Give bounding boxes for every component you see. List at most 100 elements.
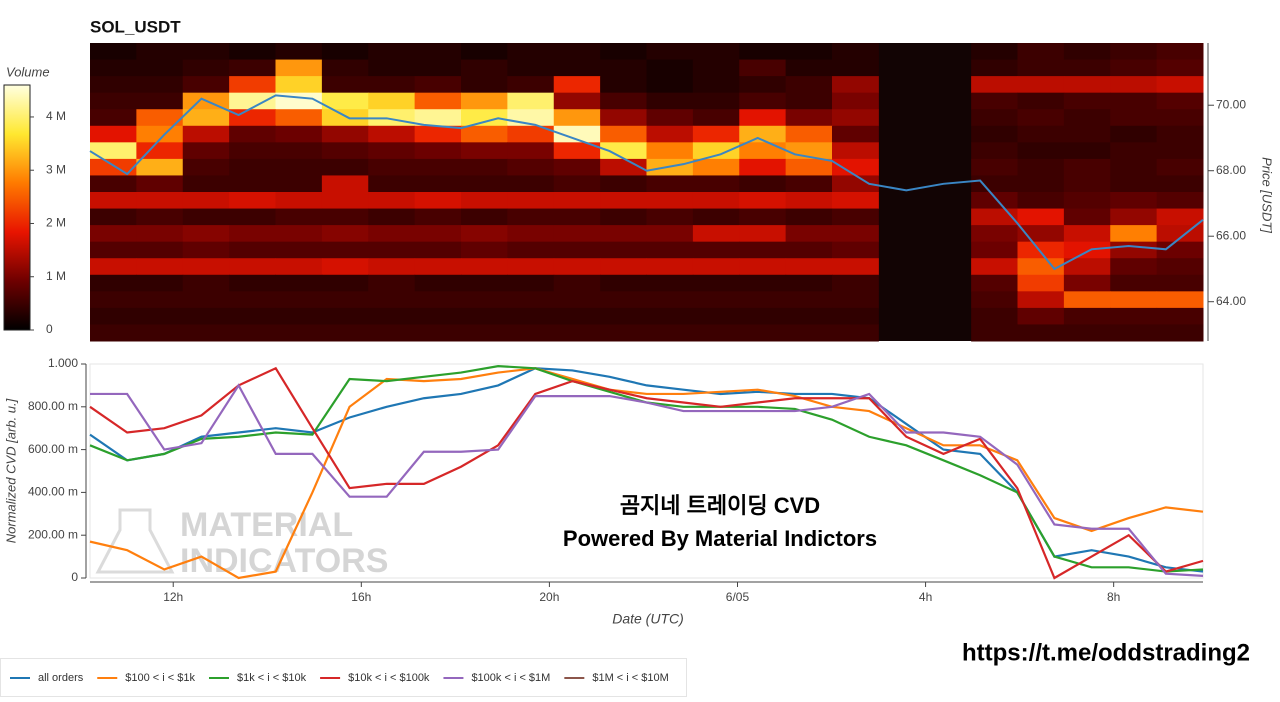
heatmap-cell (321, 225, 369, 243)
x-tick-label: 16h (351, 590, 371, 604)
colorbar-tick-label: 1 M (46, 269, 66, 283)
heatmap-cell (646, 76, 694, 94)
heatmap-cell (1017, 274, 1065, 292)
heatmap-cell (414, 158, 462, 176)
heatmap-cell (692, 324, 740, 342)
heatmap-cell (321, 59, 369, 77)
chart-title: SOL_USDT (90, 17, 181, 36)
heatmap-cell (971, 291, 1018, 309)
heatmap-cell (414, 43, 462, 61)
heatmap-cell (1110, 158, 1158, 176)
heatmap-cell (90, 59, 137, 77)
heatmap-cell (182, 291, 230, 309)
heatmap-cell (1063, 158, 1111, 176)
heatmap-cell (90, 158, 137, 176)
heatmap-cell (1063, 225, 1111, 243)
heatmap-cell (646, 307, 694, 325)
heatmap-cell (321, 175, 369, 193)
heatmap-cell (229, 59, 276, 77)
colorbar-tick-label: 3 M (46, 162, 66, 176)
heatmap-cell (646, 324, 694, 342)
heatmap-cell (90, 291, 137, 309)
heatmap-cell (414, 324, 462, 342)
heatmap-cell (275, 324, 323, 342)
heatmap-cell (136, 59, 184, 77)
heatmap-cell (646, 109, 694, 127)
heatmap-cell (971, 125, 1018, 143)
heatmap-cell (971, 241, 1018, 259)
heatmap-cell (785, 192, 833, 210)
heatmap-cell (368, 175, 416, 193)
heatmap-cell (971, 76, 1018, 94)
heatmap-cell (553, 109, 601, 127)
heatmap-cell (553, 225, 601, 243)
y-tick-label: 600.00 m (28, 442, 78, 456)
heatmap-cell (646, 43, 694, 61)
watermark-text: MATERIAL (180, 506, 353, 544)
heatmap-cell (739, 125, 787, 143)
heatmap-cell (414, 59, 462, 77)
heatmap-cell (1110, 59, 1158, 77)
heatmap-cell (739, 208, 787, 226)
plot-background (89, 363, 1204, 579)
heatmap-cell (1017, 142, 1065, 160)
heatmap-cell (229, 92, 276, 110)
heatmap-cell (136, 43, 184, 61)
heatmap-cell (321, 208, 369, 226)
heatmap-cell (1156, 43, 1204, 61)
heatmap-cell (832, 59, 879, 77)
y-tick-label: 800.00 m (28, 399, 78, 413)
heatmap-cell (553, 92, 601, 110)
heatmap-cell (646, 208, 694, 226)
heatmap-cell (1017, 241, 1065, 259)
y-tick-label: 64.00 (1216, 294, 1246, 308)
heatmap-cell (1063, 258, 1111, 276)
heatmap-cell (1110, 241, 1158, 259)
heatmap-cell (692, 225, 740, 243)
heatmap-cell (368, 241, 416, 259)
legend-label: $1k < i < $10k (237, 672, 307, 684)
heatmap-cell (785, 175, 833, 193)
heatmap-cell (785, 324, 833, 342)
heatmap-cell (600, 158, 647, 176)
heatmap-cell (1156, 324, 1204, 342)
heatmap-cell (1063, 92, 1111, 110)
heatmap-cell (368, 142, 416, 160)
heatmap-cell (1110, 307, 1158, 325)
heatmap-cell (507, 175, 555, 193)
heatmap-cell (785, 43, 833, 61)
heatmap-cell (136, 208, 184, 226)
x-tick-label: 8h (1107, 590, 1120, 604)
heatmap-cell (182, 109, 230, 127)
heatmap-cell (600, 324, 647, 342)
heatmap-cell (1063, 109, 1111, 127)
heatmap-cell (785, 241, 833, 259)
heatmap-cell (553, 175, 601, 193)
heatmap-cell (275, 225, 323, 243)
legend-label: $10k < i < $100k (348, 672, 430, 684)
heatmap-cell (553, 43, 601, 61)
heatmap-cell (275, 208, 323, 226)
heatmap-cell (90, 241, 137, 259)
heatmap-cell (1063, 291, 1111, 309)
heatmap-cell (785, 109, 833, 127)
heatmap-cell (1063, 307, 1111, 325)
heatmap-cell (646, 274, 694, 292)
heatmap-cell (229, 142, 276, 160)
heatmap-cell (1017, 175, 1065, 193)
heatmap-cell (507, 125, 555, 143)
heatmap-cell (1017, 258, 1065, 276)
heatmap-cell (832, 43, 879, 61)
heatmap-cell (1110, 258, 1158, 276)
heatmap-cell (1110, 225, 1158, 243)
heatmap-cell (229, 225, 276, 243)
heatmap-cell (182, 208, 230, 226)
heatmap-cell (275, 76, 323, 94)
heatmap-cell (321, 192, 369, 210)
colorbar-tick-label: 4 M (46, 109, 66, 123)
footer-link: https://t.me/oddstrading2 (962, 639, 1250, 666)
heatmap-cell (646, 125, 694, 143)
heatmap-cell (461, 225, 508, 243)
heatmap-cell (600, 307, 647, 325)
